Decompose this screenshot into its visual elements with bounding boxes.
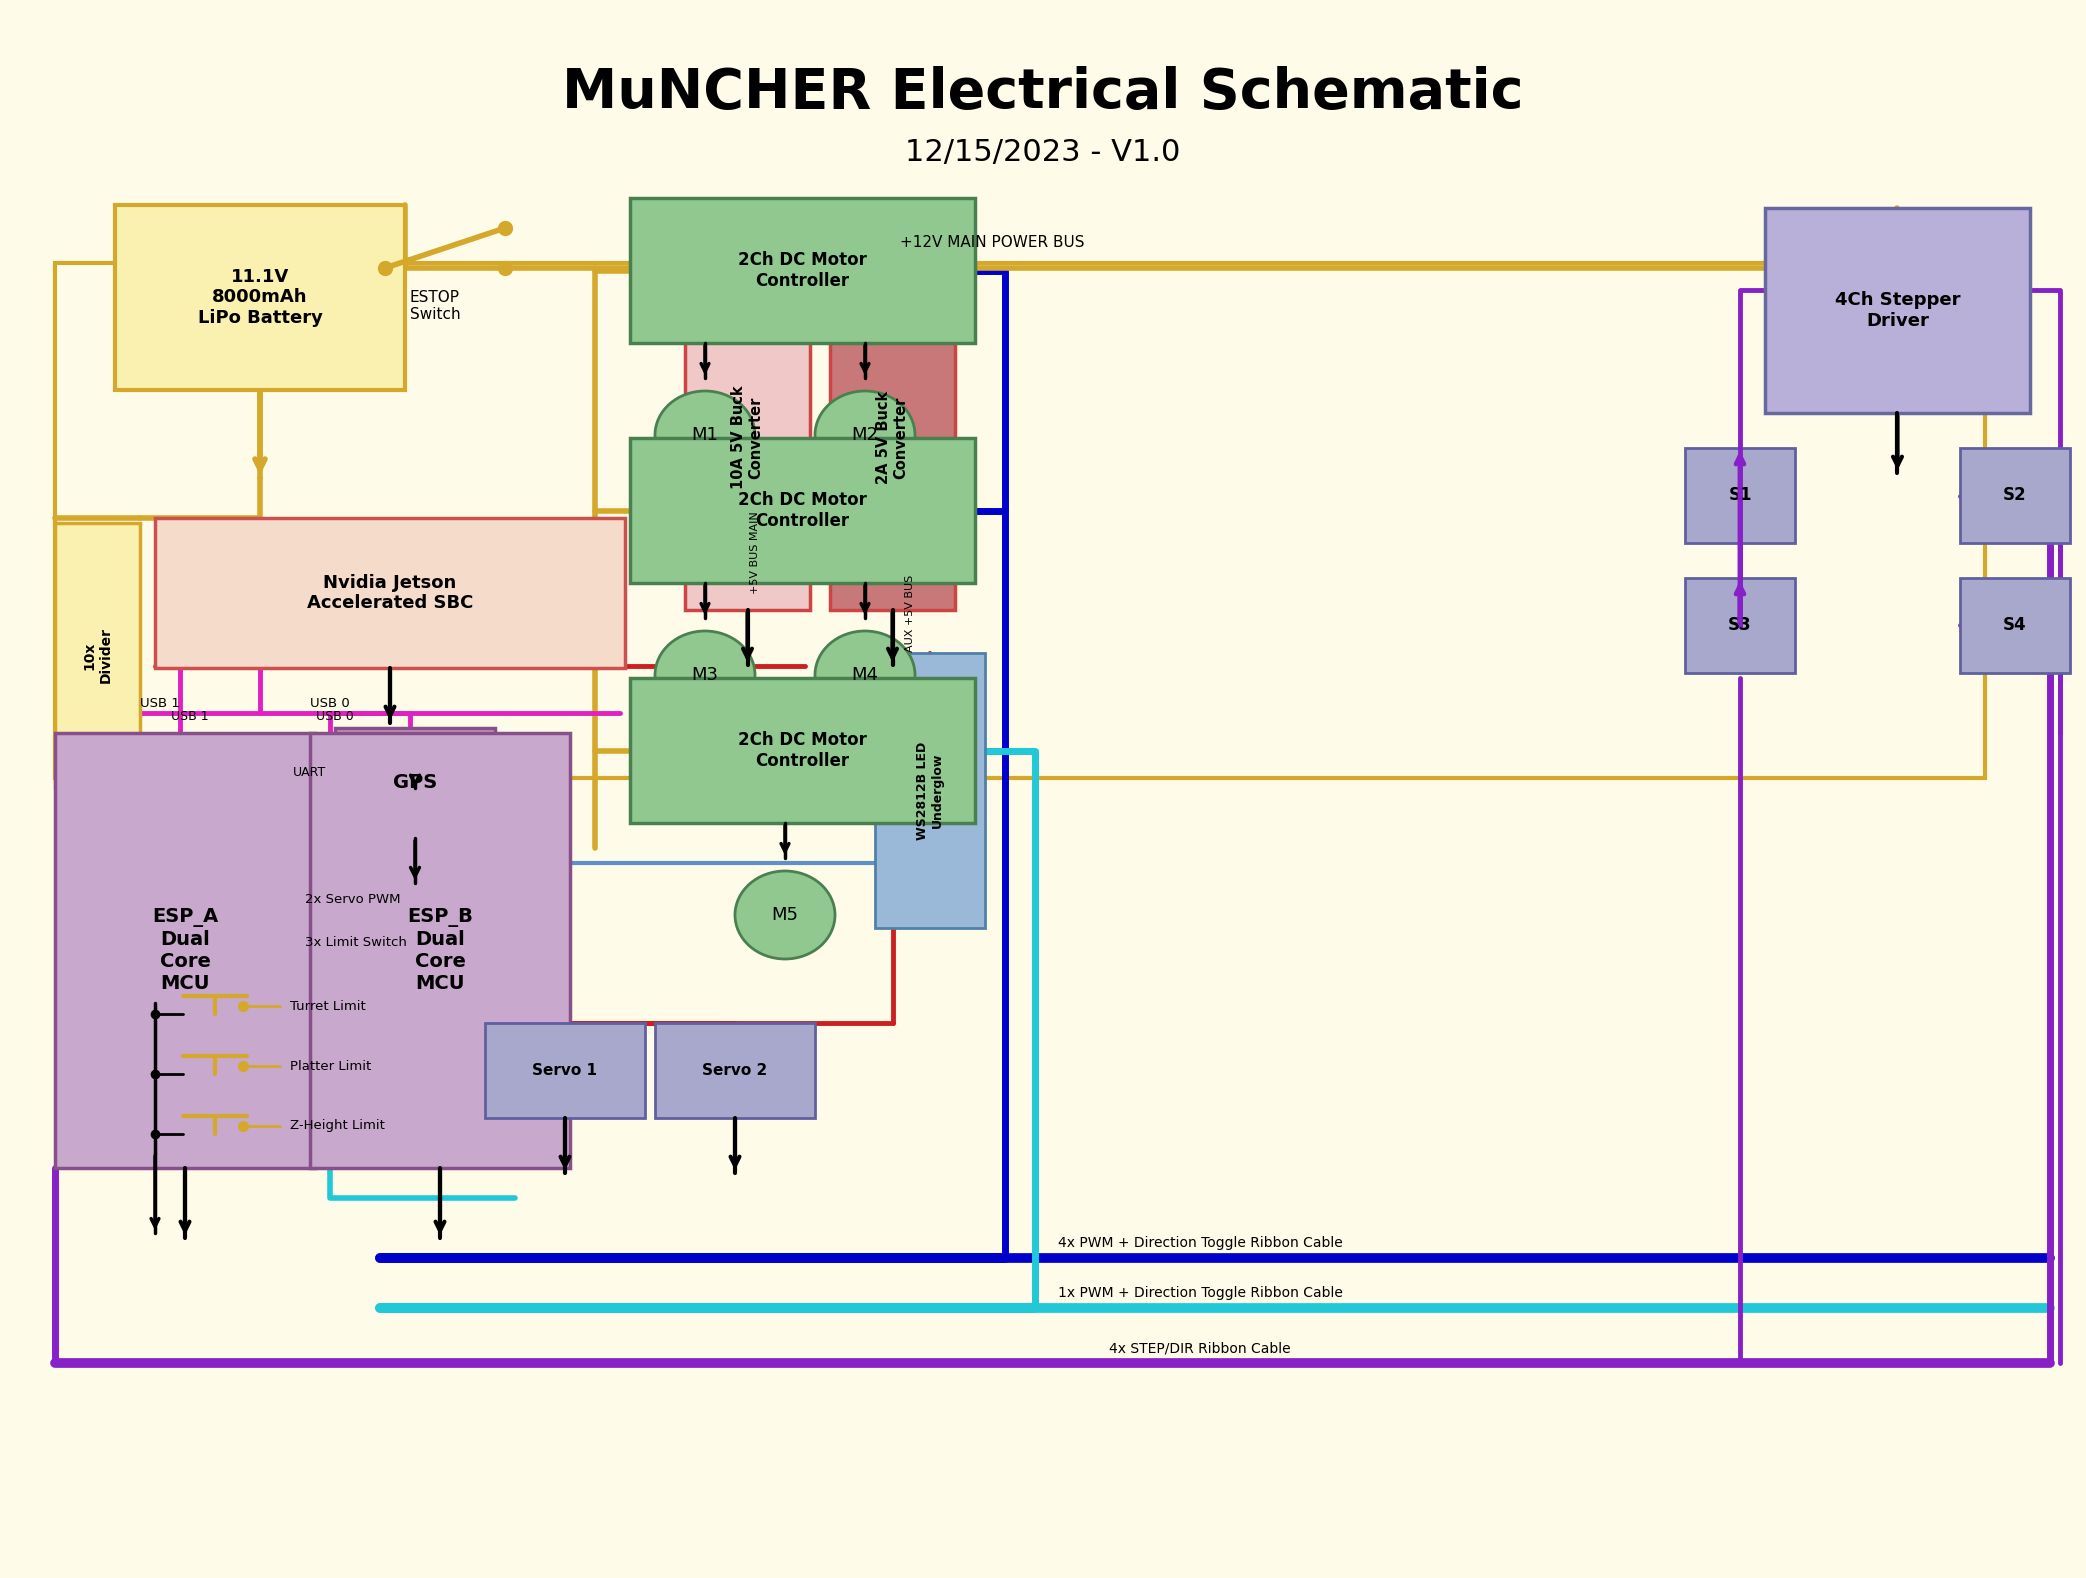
FancyBboxPatch shape (1765, 208, 2030, 413)
Text: Platter Limit: Platter Limit (290, 1059, 371, 1073)
Ellipse shape (816, 631, 916, 720)
Text: 10A 5V Buck
Converter: 10A 5V Buck Converter (732, 385, 763, 489)
Text: S2: S2 (2003, 486, 2028, 505)
FancyBboxPatch shape (311, 734, 569, 1168)
FancyBboxPatch shape (630, 197, 974, 342)
FancyBboxPatch shape (154, 518, 626, 667)
FancyBboxPatch shape (486, 1023, 645, 1117)
FancyBboxPatch shape (655, 1023, 816, 1117)
Text: USB 0: USB 0 (311, 697, 350, 710)
Ellipse shape (655, 391, 755, 480)
Text: GPS: GPS (392, 773, 438, 792)
Text: M4: M4 (851, 666, 878, 683)
Text: M2: M2 (851, 426, 878, 443)
FancyBboxPatch shape (874, 653, 985, 928)
FancyBboxPatch shape (630, 679, 974, 824)
FancyBboxPatch shape (630, 439, 974, 582)
Text: 12/15/2023 - V1.0: 12/15/2023 - V1.0 (905, 139, 1181, 167)
Text: USB 1: USB 1 (171, 710, 209, 723)
Text: WS2812B LED
Underglow: WS2812B LED Underglow (916, 742, 945, 839)
Text: Servo 1: Servo 1 (532, 1064, 597, 1078)
Text: MuNCHER Electrical Schematic: MuNCHER Electrical Schematic (563, 66, 1523, 120)
Text: USB 1: USB 1 (140, 697, 179, 710)
Text: USB 0: USB 0 (317, 710, 355, 723)
Text: +12V MAIN POWER BUS: +12V MAIN POWER BUS (899, 235, 1085, 251)
FancyBboxPatch shape (1685, 448, 1794, 543)
FancyBboxPatch shape (830, 265, 955, 611)
Text: 2A 5V Buck
Converter: 2A 5V Buck Converter (876, 391, 909, 484)
Text: 4Ch Stepper
Driver: 4Ch Stepper Driver (1836, 290, 1961, 330)
Text: 2Ch DC Motor
Controller: 2Ch DC Motor Controller (738, 491, 868, 530)
Ellipse shape (655, 631, 755, 720)
Text: Turret Limit: Turret Limit (290, 999, 365, 1013)
Text: ESP_A
Dual
Core
MCU: ESP_A Dual Core MCU (152, 907, 219, 993)
Text: Servo 2: Servo 2 (703, 1064, 768, 1078)
Text: M5: M5 (772, 906, 799, 925)
Text: 2Ch DC Motor
Controller: 2Ch DC Motor Controller (738, 731, 868, 770)
Text: Z-Height Limit: Z-Height Limit (290, 1119, 386, 1133)
Text: 4x PWM + Direction Toggle Ribbon Cable: 4x PWM + Direction Toggle Ribbon Cable (1058, 1236, 1343, 1250)
Text: 10x
Divider: 10x Divider (83, 628, 113, 683)
Text: AUX +5V BUS: AUX +5V BUS (905, 574, 916, 652)
Ellipse shape (816, 391, 916, 480)
FancyBboxPatch shape (54, 522, 140, 787)
FancyBboxPatch shape (684, 265, 809, 611)
FancyBboxPatch shape (54, 734, 315, 1168)
Text: M3: M3 (690, 666, 718, 683)
Text: S3: S3 (1727, 617, 1752, 634)
Text: UART: UART (294, 767, 328, 780)
Text: 3x Limit Switch: 3x Limit Switch (305, 936, 407, 950)
Text: 2x Servo PWM: 2x Servo PWM (305, 893, 401, 906)
FancyBboxPatch shape (1961, 578, 2069, 672)
Text: ESTOP
Switch: ESTOP Switch (409, 290, 461, 322)
Text: S4: S4 (2003, 617, 2028, 634)
Text: 1x PWM + Direction Toggle Ribbon Cable: 1x PWM + Direction Toggle Ribbon Cable (1058, 1286, 1343, 1300)
FancyBboxPatch shape (1961, 448, 2069, 543)
FancyBboxPatch shape (115, 205, 405, 390)
Text: ESP_B
Dual
Core
MCU: ESP_B Dual Core MCU (407, 907, 474, 993)
FancyBboxPatch shape (1685, 578, 1794, 672)
Text: +5V BUS MAIN: +5V BUS MAIN (751, 511, 759, 595)
Text: M1: M1 (693, 426, 718, 443)
FancyBboxPatch shape (336, 727, 494, 838)
Text: 11.1V
8000mAh
LiPo Battery: 11.1V 8000mAh LiPo Battery (198, 268, 323, 327)
Text: Nvidia Jetson
Accelerated SBC: Nvidia Jetson Accelerated SBC (307, 573, 474, 612)
Text: 2Ch DC Motor
Controller: 2Ch DC Motor Controller (738, 251, 868, 290)
Ellipse shape (734, 871, 834, 959)
Text: 4x STEP/DIR Ribbon Cable: 4x STEP/DIR Ribbon Cable (1110, 1341, 1291, 1356)
Text: S1: S1 (1727, 486, 1752, 505)
